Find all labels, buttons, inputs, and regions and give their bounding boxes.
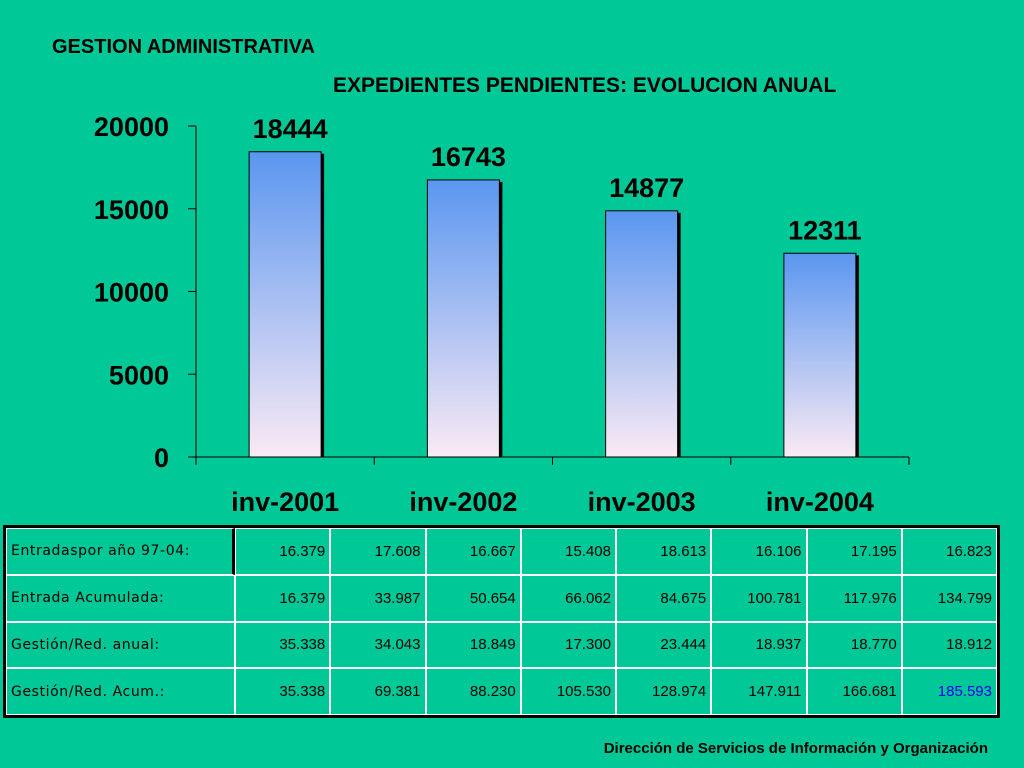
table-cell: 35.338 xyxy=(235,621,331,669)
table-cell: 84.675 xyxy=(616,574,712,622)
table-row: Gestión/Red. anual: 35.338 34.043 18.849 17.… xyxy=(6,621,997,669)
row-label: Gestión/Red. Acum.: xyxy=(6,668,235,715)
table-row: Entradaspor año 97-04: 16.379 17.608 16.667… xyxy=(6,528,997,575)
data-label: 12311 xyxy=(788,215,862,245)
table-row: Entrada Acumulada: 16.379 33.987 50.654 66.0… xyxy=(6,574,997,622)
y-tick-label: 0 xyxy=(154,443,169,473)
data-label: 14877 xyxy=(609,173,684,203)
chart-title: EXPEDIENTES PENDIENTES: EVOLUCION ANUAL xyxy=(333,74,837,97)
table-cell: 16.379 xyxy=(235,574,331,622)
table-cell: 16.106 xyxy=(711,528,807,575)
row-label: Entrada Acumulada: xyxy=(6,574,235,622)
data-table: Entradaspor año 97-04: 16.379 17.608 16.667… xyxy=(3,525,1000,718)
table-cell: 18.937 xyxy=(711,621,807,669)
table-cell: 134.799 xyxy=(901,574,997,622)
x-tick-label: inv-2002 xyxy=(409,487,517,517)
table-cell: 147.911 xyxy=(711,668,807,715)
slide-title: GESTION ADMINISTRATIVA xyxy=(52,36,315,58)
table-cell: 105.530 xyxy=(520,668,616,715)
bar-chart: 0 5000 10000 15000 20000 inv-2001 inv-2002 inv-… xyxy=(94,112,910,517)
y-tick-label: 5000 xyxy=(109,360,169,390)
table-cell: 17.195 xyxy=(806,528,902,575)
y-tick-label: 10000 xyxy=(94,278,169,308)
y-tick-label: 20000 xyxy=(94,112,169,142)
table-cell: 16.823 xyxy=(901,528,997,575)
bar xyxy=(426,179,500,458)
table-cell: 23.444 xyxy=(616,621,712,669)
data-label: 16743 xyxy=(431,142,506,172)
table-row: Gestión/Red. Acum.: 35.338 69.381 88.230 105… xyxy=(6,668,997,715)
table-cell: 33.987 xyxy=(330,574,426,622)
table-cell: 15.408 xyxy=(520,528,616,575)
table-cell: 166.681 xyxy=(806,668,902,715)
table-cell: 16.667 xyxy=(425,528,521,575)
table-cell: 34.043 xyxy=(330,621,426,669)
table-cell: 69.381 xyxy=(330,668,426,715)
table-cell: 35.338 xyxy=(235,668,331,715)
x-tick-label: inv-2003 xyxy=(588,487,696,517)
table-cell: 100.781 xyxy=(711,574,807,622)
bar xyxy=(248,151,322,458)
table-cell: 18.770 xyxy=(806,621,902,669)
footer-credit: Dirección de Servicios de Información y … xyxy=(603,740,988,757)
table-cell: 17.300 xyxy=(520,621,616,669)
table-cell: 18.849 xyxy=(425,621,521,669)
bar xyxy=(783,252,857,458)
table-cell: 18.613 xyxy=(616,528,712,575)
table-cell: 66.062 xyxy=(520,574,616,622)
table-cell: 88.230 xyxy=(425,668,521,715)
row-label: Entradaspor año 97-04: xyxy=(6,528,235,575)
table-cell: 50.654 xyxy=(425,574,521,622)
table-cell: 17.608 xyxy=(330,528,426,575)
table-cell: 117.976 xyxy=(806,574,902,622)
table-cell: 18.912 xyxy=(901,621,997,669)
table-cell: 185.593 xyxy=(901,668,997,715)
bar xyxy=(605,210,679,458)
row-label: Gestión/Red. anual: xyxy=(6,621,235,669)
data-label: 18444 xyxy=(253,114,328,144)
y-tick-label: 15000 xyxy=(94,195,169,225)
table-cell: 16.379 xyxy=(235,528,331,575)
x-tick-label: inv-2001 xyxy=(231,487,339,517)
x-tick-label: inv-2004 xyxy=(766,487,874,517)
table-cell: 128.974 xyxy=(616,668,712,715)
